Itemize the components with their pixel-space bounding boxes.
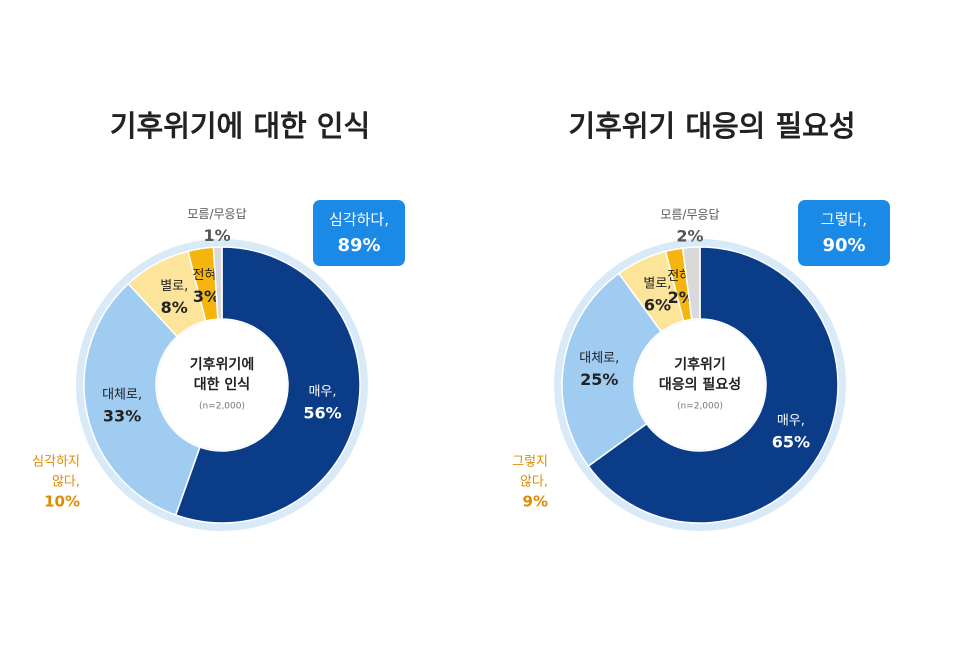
summary-label: 않다, xyxy=(520,475,548,490)
donut-segment xyxy=(561,272,663,468)
category-label: 대체로, xyxy=(102,387,142,402)
segment-label: 별로, 6% xyxy=(643,276,671,314)
category-label: 전혀, xyxy=(192,268,220,283)
category-label: 별로, xyxy=(643,276,671,291)
donut-segment xyxy=(587,246,839,524)
value-label: 3% xyxy=(193,287,220,306)
segment-label: 대체로, 33% xyxy=(102,387,142,425)
donut-segment xyxy=(212,246,223,320)
segment-label: 별로, 8% xyxy=(160,279,188,317)
segment-label: 매우, 56% xyxy=(303,384,341,422)
chart-title: 기후위기에 대한 인식 xyxy=(110,109,370,143)
chart-title: 기후위기 대응의 필요성 xyxy=(569,109,856,143)
summary-label: 그렇다, xyxy=(821,211,867,229)
sample-size: (n=2,000) xyxy=(199,402,245,412)
center-label: 대한 인식 xyxy=(194,376,250,393)
center-hole xyxy=(157,320,287,450)
category-label: 대체로, xyxy=(579,351,619,366)
category-label: 매우, xyxy=(308,384,336,399)
sample-size: (n=2,000) xyxy=(677,402,723,412)
summary-value: 10% xyxy=(44,493,80,511)
summary-value: 90% xyxy=(822,235,865,256)
summary-badge xyxy=(798,200,890,266)
donut-segment xyxy=(174,246,361,524)
donut-segment xyxy=(83,282,201,516)
summary-label: 않다, xyxy=(52,475,80,490)
donut-segment xyxy=(681,246,701,321)
center-label: 대응의 필요성 xyxy=(659,376,741,393)
summary-value: 89% xyxy=(337,235,380,256)
segment-label: 모름/무응답 1% xyxy=(187,207,246,245)
value-label: 6% xyxy=(644,295,671,314)
summary-value: 9% xyxy=(523,493,548,511)
value-label: 1% xyxy=(203,226,230,245)
segment-label: 대체로, 25% xyxy=(579,351,619,389)
center-label: 기후위기 xyxy=(674,357,726,373)
center-hole xyxy=(635,320,765,450)
value-label: 33% xyxy=(103,406,141,425)
segment-label: 전혀, 3% xyxy=(192,268,220,306)
summary-label: 그렇지 xyxy=(512,455,548,470)
category-label: 별로, xyxy=(160,279,188,294)
summary-badge xyxy=(313,200,405,266)
value-label: 8% xyxy=(161,298,188,317)
summary-label: 심각하다, xyxy=(329,211,389,229)
value-label: 65% xyxy=(772,432,810,451)
value-label: 25% xyxy=(580,370,618,389)
segment-label: 모름/무응답 2% xyxy=(660,207,719,245)
segment-label: 매우, 65% xyxy=(772,413,810,451)
category-label: 매우, xyxy=(777,413,805,428)
summary-label: 심각하지 xyxy=(32,455,80,470)
category-label: 모름/무응답 xyxy=(187,207,246,221)
value-label: 2% xyxy=(676,226,703,245)
center-label: 기후위기에 xyxy=(190,357,254,373)
value-label: 56% xyxy=(303,403,341,422)
category-label: 모름/무응답 xyxy=(660,207,719,221)
